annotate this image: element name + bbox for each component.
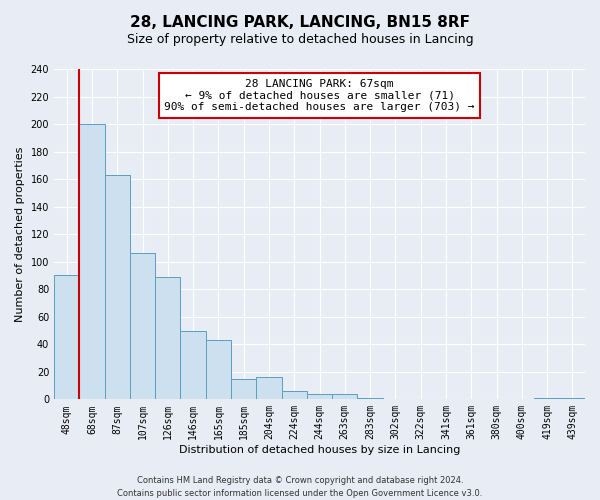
Y-axis label: Number of detached properties: Number of detached properties xyxy=(15,146,25,322)
Bar xyxy=(332,394,358,400)
Bar xyxy=(104,175,130,400)
Bar xyxy=(560,398,585,400)
Text: Size of property relative to detached houses in Lancing: Size of property relative to detached ho… xyxy=(127,32,473,46)
X-axis label: Distribution of detached houses by size in Lancing: Distribution of detached houses by size … xyxy=(179,445,460,455)
Bar xyxy=(130,254,155,400)
Bar xyxy=(535,398,560,400)
Bar xyxy=(358,398,383,400)
Bar xyxy=(281,391,307,400)
Bar xyxy=(206,340,231,400)
Text: Contains HM Land Registry data © Crown copyright and database right 2024.
Contai: Contains HM Land Registry data © Crown c… xyxy=(118,476,482,498)
Bar xyxy=(307,394,332,400)
Bar xyxy=(231,378,256,400)
Bar xyxy=(79,124,104,400)
Text: 28, LANCING PARK, LANCING, BN15 8RF: 28, LANCING PARK, LANCING, BN15 8RF xyxy=(130,15,470,30)
Bar xyxy=(256,378,281,400)
Bar xyxy=(54,276,79,400)
Text: 28 LANCING PARK: 67sqm
← 9% of detached houses are smaller (71)
90% of semi-deta: 28 LANCING PARK: 67sqm ← 9% of detached … xyxy=(164,79,475,112)
Bar xyxy=(181,330,206,400)
Bar xyxy=(155,277,181,400)
